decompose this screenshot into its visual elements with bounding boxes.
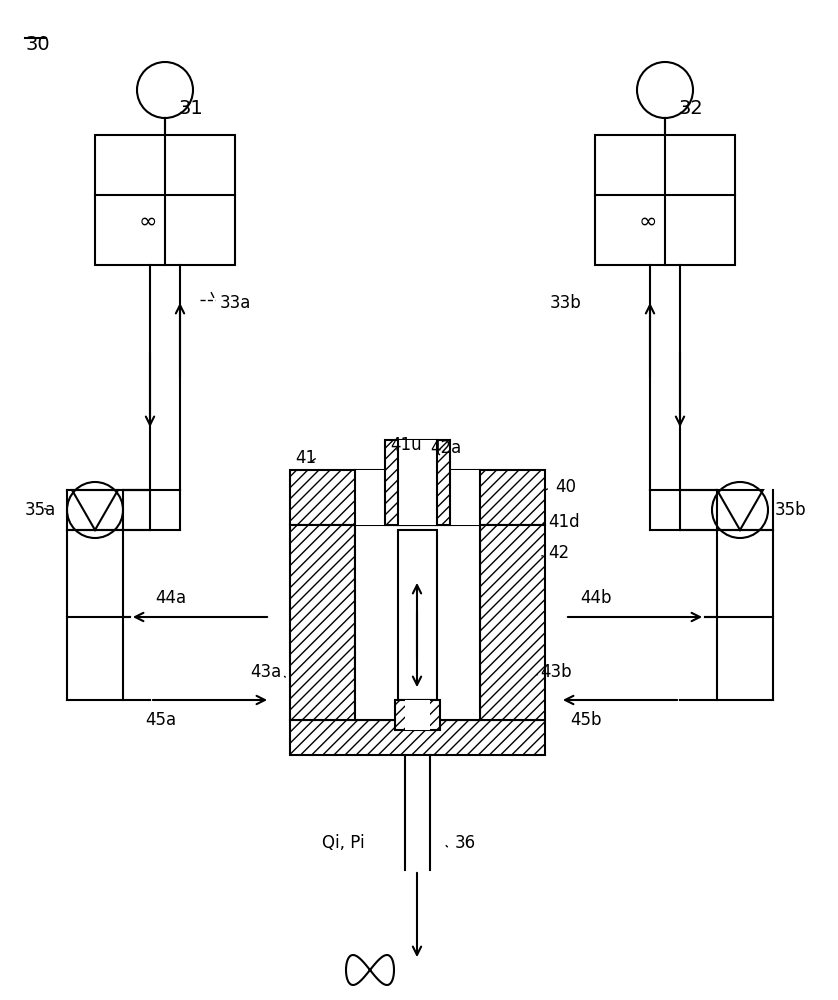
Text: 35a: 35a	[25, 501, 56, 519]
Bar	[290, 720, 545, 755]
Text: 32: 32	[678, 99, 703, 117]
Text: 33b: 33b	[550, 294, 582, 312]
Bar	[405, 700, 430, 730]
Text: 31: 31	[178, 99, 203, 117]
Bar	[398, 530, 437, 700]
Text: 30: 30	[25, 35, 49, 54]
Text: 42a: 42a	[430, 439, 461, 457]
Text: 40: 40	[555, 478, 576, 496]
Text: 44a: 44a	[155, 589, 186, 607]
Text: 41d: 41d	[548, 513, 580, 531]
Text: 43a: 43a	[250, 663, 282, 681]
Bar	[595, 135, 735, 265]
Text: 36: 36	[455, 834, 476, 852]
Bar	[480, 525, 545, 720]
Text: 43b: 43b	[540, 663, 572, 681]
Text: 45b: 45b	[570, 711, 602, 729]
Text: 33a: 33a	[220, 294, 251, 312]
Text: 45a: 45a	[145, 711, 176, 729]
Text: 35b: 35b	[775, 501, 807, 519]
Bar	[355, 525, 480, 720]
Text: 44b: 44b	[580, 589, 612, 607]
Bar	[290, 525, 355, 720]
Bar	[95, 135, 235, 265]
Text: ∞: ∞	[139, 212, 158, 232]
Text: ∞: ∞	[639, 212, 657, 232]
Text: 41u: 41u	[390, 436, 422, 454]
Bar	[290, 470, 545, 525]
Text: 41: 41	[295, 449, 316, 467]
Text: Qi, Pi: Qi, Pi	[322, 834, 365, 852]
Text: 42: 42	[548, 544, 569, 562]
Bar	[398, 440, 437, 525]
Bar	[385, 440, 450, 525]
Bar	[395, 700, 440, 730]
Bar	[355, 470, 480, 525]
